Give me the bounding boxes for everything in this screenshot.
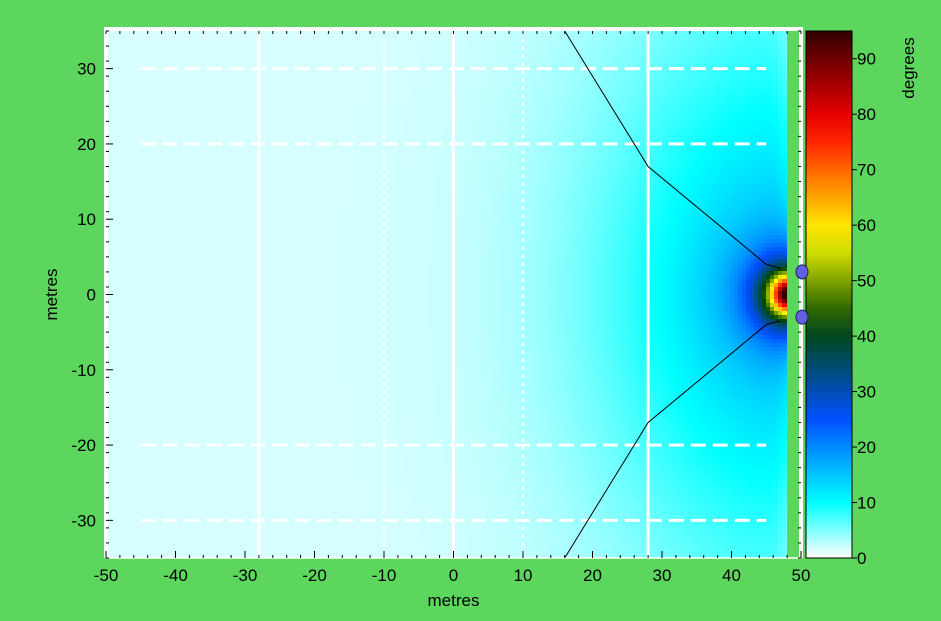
colorbar-gradient xyxy=(806,31,852,558)
green-strip xyxy=(787,31,801,558)
y-tick-label: -30 xyxy=(71,511,96,530)
x-tick-label: -30 xyxy=(233,566,258,585)
x-tick-label: 50 xyxy=(792,566,811,585)
x-tick-label: -50 xyxy=(94,566,119,585)
colorbar-tick-label: 70 xyxy=(857,161,876,180)
y-tick-label: 10 xyxy=(77,210,96,229)
colorbar-tick-label: 30 xyxy=(857,383,876,402)
heatmap-field xyxy=(106,31,791,560)
colorbar-tick-label: 0 xyxy=(857,549,866,568)
colorbar: 0 10 20 30 40 50 60 70 80 90 degrees xyxy=(806,31,918,568)
marker-point xyxy=(796,310,808,324)
colorbar-tick-label: 40 xyxy=(857,327,876,346)
y-tick-label: 20 xyxy=(77,135,96,154)
y-axis-label: metres xyxy=(42,269,61,321)
x-tick-label: 10 xyxy=(514,566,533,585)
y-tick-label: 30 xyxy=(77,60,96,79)
colorbar-tick-label: 20 xyxy=(857,438,876,457)
x-tick-label: -10 xyxy=(372,566,397,585)
x-tick-label: -40 xyxy=(163,566,188,585)
x-tick-label: 40 xyxy=(722,566,741,585)
colorbar-tick-label: 50 xyxy=(857,272,876,291)
y-tick-label: -20 xyxy=(71,436,96,455)
colorbar-tick-label: 90 xyxy=(857,50,876,69)
x-tick-label: 0 xyxy=(449,566,458,585)
x-axis-label: metres xyxy=(428,591,480,610)
x-tick-label: 20 xyxy=(583,566,602,585)
colorbar-label: degrees xyxy=(899,37,918,98)
y-tick-label: 0 xyxy=(87,286,96,305)
colorbar-tick-label: 10 xyxy=(857,494,876,513)
y-tick-label: -10 xyxy=(71,361,96,380)
x-tick-label: -20 xyxy=(302,566,327,585)
colorbar-tick-label: 80 xyxy=(857,105,876,124)
colorbar-tick-label: 60 xyxy=(857,216,876,235)
x-tick-label: 30 xyxy=(653,566,672,585)
marker-point xyxy=(796,265,808,279)
